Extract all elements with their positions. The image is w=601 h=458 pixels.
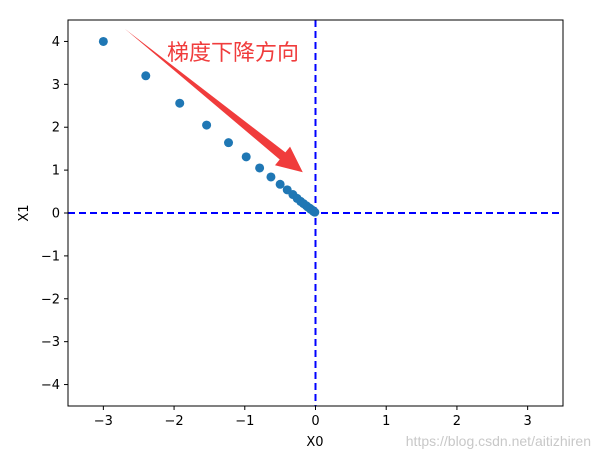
y-axis-label: X1: [17, 204, 32, 221]
x-tick-label: 2: [453, 414, 461, 429]
y-tick-label: −2: [41, 292, 60, 307]
x-tick-label: 3: [524, 414, 532, 429]
x-tick-label: −1: [235, 414, 254, 429]
y-tick-label: 0: [52, 207, 60, 222]
x-axis-label: X0: [306, 435, 323, 450]
data-point: [98, 36, 108, 46]
y-tick-label: −3: [41, 335, 60, 350]
annotation-label: 梯度下降方向: [167, 41, 299, 66]
data-point: [175, 98, 185, 108]
gradient-annotation: 梯度下降方向: [124, 28, 303, 173]
x-axis-ticks: −3 −2 −1 0 1 2 3: [94, 406, 532, 429]
descent-arrow-icon: [124, 28, 303, 173]
data-point: [241, 152, 251, 162]
data-point: [275, 179, 285, 189]
data-point: [266, 172, 276, 182]
data-point: [141, 71, 151, 81]
y-tick-label: 2: [52, 121, 60, 136]
y-tick-label: −1: [41, 249, 60, 264]
data-point: [255, 163, 265, 173]
data-point: [202, 120, 212, 130]
y-tick-label: 4: [52, 35, 60, 50]
x-tick-label: −3: [94, 414, 113, 429]
x-tick-label: 1: [382, 414, 390, 429]
y-tick-label: −4: [41, 378, 60, 393]
x-tick-label: −2: [164, 414, 183, 429]
x-tick-label: 0: [311, 414, 319, 429]
y-tick-label: 1: [52, 164, 60, 179]
watermark: https://blog.csdn.net/aitizhiren: [406, 433, 591, 449]
data-point: [310, 207, 320, 217]
y-axis-ticks: −4 −3 −2 −1 0 1 2 3 4: [41, 35, 68, 393]
data-point: [224, 138, 234, 148]
data-points: [98, 36, 320, 217]
y-tick-label: 3: [52, 78, 60, 93]
